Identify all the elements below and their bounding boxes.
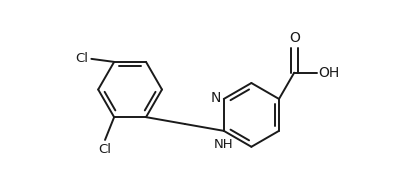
Text: Cl: Cl: [75, 52, 88, 65]
Text: N: N: [211, 91, 221, 105]
Text: Cl: Cl: [98, 143, 112, 156]
Text: NH: NH: [214, 138, 234, 151]
Text: OH: OH: [318, 66, 340, 80]
Text: O: O: [289, 31, 300, 45]
